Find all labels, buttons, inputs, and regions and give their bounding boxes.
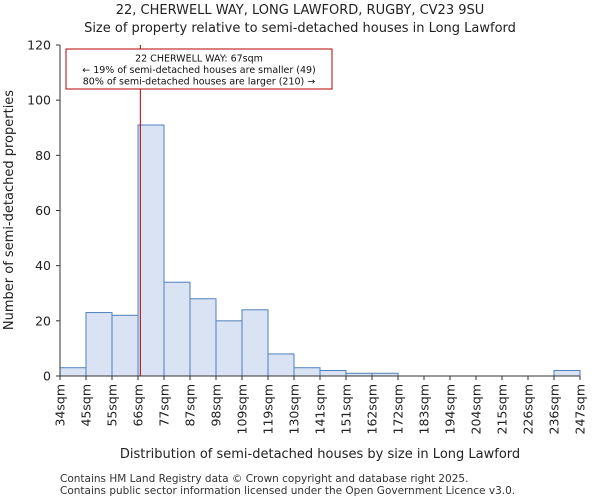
histogram-bar	[59, 367, 87, 377]
x-axis-label: Distribution of semi-detached houses by …	[120, 447, 520, 462]
histogram-bar	[215, 320, 243, 377]
x-tick-label: 162sqm	[365, 384, 380, 434]
x-tick-label: 55sqm	[105, 384, 120, 427]
x-tick-label: 204sqm	[469, 384, 484, 434]
histogram-bar	[241, 309, 269, 377]
y-tick-label: 60	[35, 203, 51, 218]
y-axis-label: Number of semi-detached properties	[2, 90, 17, 330]
y-tick-label: 40	[35, 258, 51, 273]
y-tick-label: 80	[35, 148, 51, 163]
y-tick-label: 0	[43, 369, 51, 384]
footer-copyright: Contains HM Land Registry data © Crown c…	[60, 473, 469, 485]
annotation-box	[65, 48, 333, 90]
histogram-bar	[163, 281, 191, 377]
x-tick-label: 45sqm	[79, 384, 94, 427]
x-tick-label: 98sqm	[209, 384, 224, 427]
x-tick-label: 172sqm	[391, 384, 406, 434]
x-tick-label: 130sqm	[287, 384, 302, 434]
footer-licence: Contains public sector information licen…	[60, 485, 516, 497]
x-tick-label: 183sqm	[417, 384, 432, 434]
histogram-bar	[137, 124, 165, 377]
histogram-chart: 34sqm 45sqm 55sqm 66sqm 77sqm 87sqm 98sqm 109sq…	[2, 38, 588, 463]
y-tick-label: 120	[27, 38, 51, 53]
histogram-bar	[111, 314, 139, 377]
histogram-bar	[267, 353, 295, 377]
histogram-bar	[189, 298, 217, 377]
x-tick-label: 119sqm	[261, 384, 276, 434]
x-tick-label: 236sqm	[547, 384, 562, 434]
x-tick-label: 77sqm	[157, 384, 172, 427]
y-tick-label: 100	[27, 93, 51, 108]
x-tick-label: 87sqm	[183, 384, 198, 427]
x-tick-label: 215sqm	[495, 384, 510, 434]
y-tick-label: 20	[35, 313, 51, 328]
histogram-bar	[319, 369, 347, 377]
x-tick-label: 141sqm	[313, 384, 328, 434]
x-tick-label: 109sqm	[235, 384, 250, 434]
histogram-bar	[553, 369, 581, 377]
annotation-line: ← 19% of semi-detached houses are smalle…	[82, 65, 316, 76]
x-tick-label: 34sqm	[53, 384, 68, 427]
annotation-line: 22 CHERWELL WAY: 67sqm	[135, 54, 263, 65]
histogram-bar	[85, 312, 113, 377]
chart-title: 22, CHERWELL WAY, LONG LAWFORD, RUGBY, C…	[115, 3, 485, 18]
x-tick-label: 194sqm	[443, 384, 458, 434]
chart-subtitle: Size of property relative to semi-detach…	[84, 21, 516, 36]
annotation-line: 80% of semi-detached houses are larger (…	[83, 77, 316, 88]
x-tick-label: 247sqm	[573, 384, 588, 434]
x-tick-label: 151sqm	[339, 384, 354, 434]
x-tick-label: 226sqm	[521, 384, 536, 434]
x-tick-label: 66sqm	[131, 384, 146, 427]
histogram-bar	[293, 367, 321, 377]
